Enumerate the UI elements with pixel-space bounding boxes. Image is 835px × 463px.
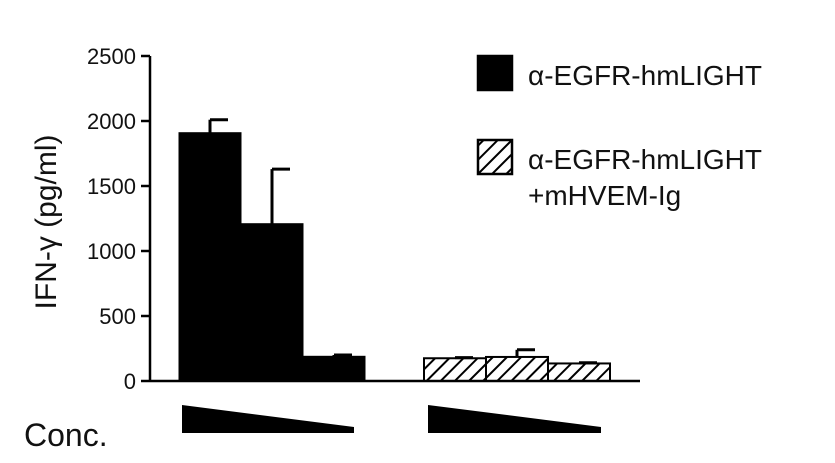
bar — [547, 362, 611, 383]
legend-label: +mHVEM-Ig — [528, 180, 681, 211]
bar — [240, 223, 304, 382]
y-tick-label: 1000 — [87, 239, 136, 264]
bar — [178, 132, 242, 382]
y-tick-label: 0 — [124, 369, 136, 394]
y-axis: 0 500 1000 1500 2000 2500 — [87, 44, 152, 394]
bar — [485, 355, 549, 383]
concentration-wedge — [182, 405, 354, 433]
x-axis-label: Conc. — [24, 417, 108, 453]
legend-swatch — [476, 54, 514, 92]
y-tick-label: 1500 — [87, 174, 136, 199]
error-bars-layer — [208, 118, 597, 365]
legend-label: α-EGFR-hmLIGHT — [528, 144, 762, 175]
y-tick-label: 2000 — [87, 109, 136, 134]
bar — [302, 355, 366, 382]
y-tick-label: 500 — [99, 304, 136, 329]
y-tick-label: 2500 — [87, 44, 136, 69]
legend-label: α-EGFR-hmLIGHT — [528, 60, 762, 91]
y-axis-label: IFN-γ (pg/ml) — [30, 135, 63, 310]
bar — [423, 357, 487, 382]
legend: α-EGFR-hmLIGHT α-EGFR-hmLIGHT +mHVEM-Ig — [476, 54, 762, 211]
legend-swatch — [476, 138, 514, 176]
concentration-wedges — [182, 405, 601, 433]
concentration-wedge — [428, 405, 601, 433]
